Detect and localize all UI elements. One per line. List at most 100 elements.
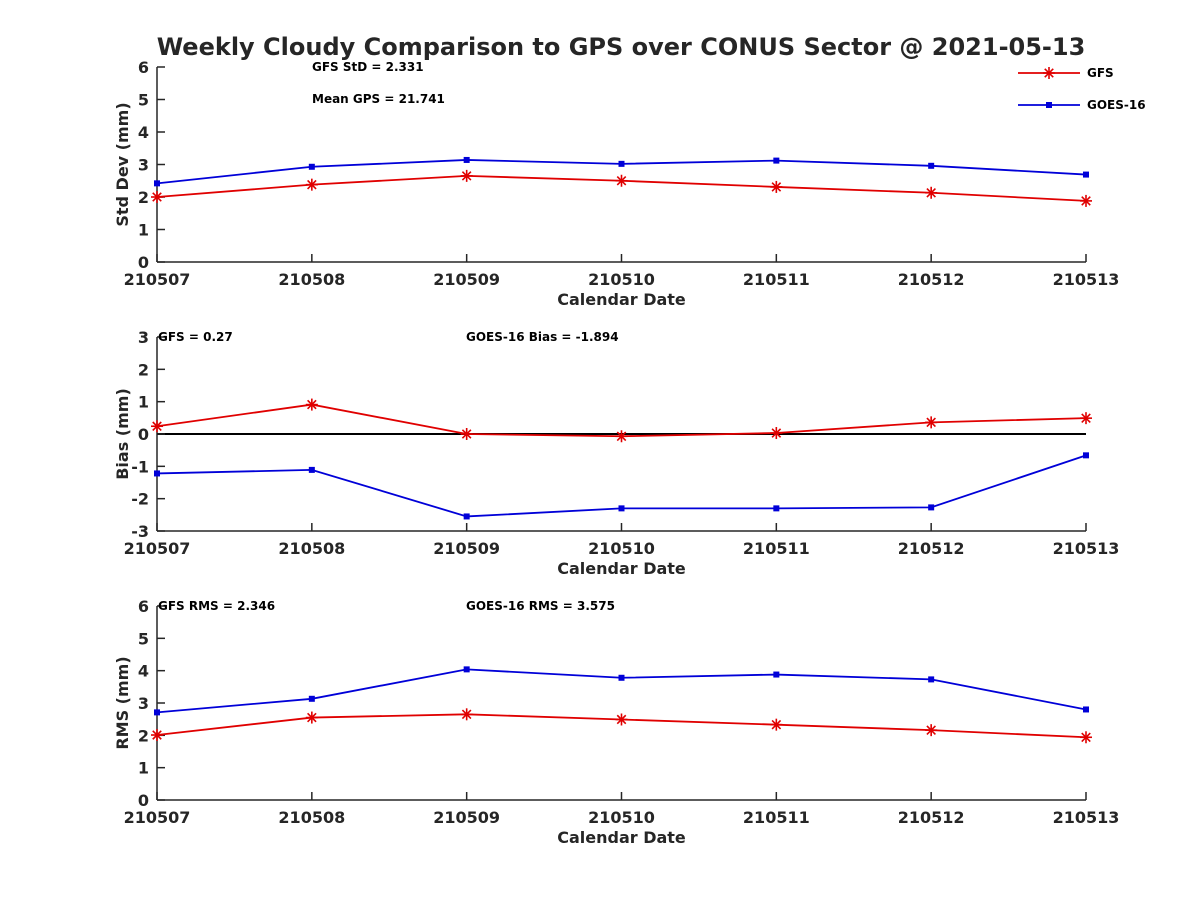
x-tick-label: 210509 <box>433 539 500 558</box>
series-gfs <box>151 169 1092 207</box>
series-gfs <box>151 708 1092 744</box>
legend-label: GOES-16 <box>1087 98 1146 112</box>
data-point <box>308 466 315 473</box>
series-goes-16 <box>154 666 1089 716</box>
data-point <box>925 186 938 199</box>
data-point <box>308 163 315 170</box>
series-goes-16 <box>154 452 1089 520</box>
stat-annotation: GFS = 0.27 <box>158 330 233 344</box>
data-point <box>305 178 318 191</box>
data-point <box>618 160 625 167</box>
x-tick-label: 210510 <box>588 539 655 558</box>
data-point <box>1083 706 1089 713</box>
data-point <box>460 169 473 182</box>
y-axis-label: Bias (mm) <box>113 388 132 480</box>
data-point <box>615 713 628 726</box>
legend-marker <box>1046 102 1052 108</box>
legend: GFS GOES-16 <box>1018 66 1146 112</box>
stat-annotation: GOES-16 Bias = -1.894 <box>466 330 619 344</box>
stat-annotation: GFS RMS = 2.346 <box>158 599 275 613</box>
x-tick-label: 210508 <box>278 808 345 827</box>
data-point <box>773 505 780 512</box>
y-tick-label: 1 <box>138 393 149 412</box>
data-point <box>151 191 163 203</box>
data-point <box>463 513 470 520</box>
data-point <box>154 470 160 477</box>
x-tick-label: 210508 <box>278 539 345 558</box>
y-tick-label: 4 <box>138 123 149 142</box>
data-point <box>460 708 473 721</box>
y-axis-label: RMS (mm) <box>113 656 132 749</box>
data-point <box>770 180 783 193</box>
legend-entry: GOES-16 <box>1018 98 1146 112</box>
legend-marker <box>1043 67 1055 79</box>
y-tick-label: 3 <box>138 328 149 347</box>
x-tick-label: 210507 <box>124 808 191 827</box>
data-point <box>925 724 938 737</box>
x-tick-label: 210507 <box>124 270 191 289</box>
data-point <box>151 420 163 433</box>
y-tick-label: 1 <box>138 759 149 778</box>
data-point <box>154 180 160 187</box>
y-tick-label: 0 <box>138 253 149 272</box>
x-tick-label: 210511 <box>743 270 810 289</box>
data-point <box>305 398 318 411</box>
data-point <box>460 428 473 440</box>
x-tick-label: 210512 <box>898 808 965 827</box>
x-tick-label: 210508 <box>278 270 345 289</box>
x-axis-label: Calendar Date <box>557 828 686 847</box>
y-tick-label: 5 <box>138 91 149 110</box>
data-point <box>925 416 938 429</box>
x-tick-label: 210511 <box>743 808 810 827</box>
x-tick-label: 210512 <box>898 539 965 558</box>
x-axis-label: Calendar Date <box>557 559 686 578</box>
x-tick-label: 210509 <box>433 270 500 289</box>
y-tick-label: -3 <box>131 522 149 541</box>
x-tick-label: 210513 <box>1053 539 1120 558</box>
stat-annotation: GOES-16 RMS = 3.575 <box>466 599 615 613</box>
chart-title: Weekly Cloudy Comparison to GPS over CON… <box>157 33 1086 61</box>
y-tick-label: 1 <box>138 221 149 240</box>
y-tick-label: 4 <box>138 662 149 681</box>
data-point <box>1083 171 1089 178</box>
data-point <box>770 427 783 440</box>
x-tick-label: 210510 <box>588 808 655 827</box>
x-tick-label: 210507 <box>124 539 191 558</box>
data-point <box>928 162 935 169</box>
data-point <box>1080 731 1092 744</box>
data-point <box>773 157 780 164</box>
panel-3: 0 1 2 3 4 5 6 210507 210508 210509 210510 210511 210… <box>113 597 1119 847</box>
x-tick-label: 210512 <box>898 270 965 289</box>
data-point <box>615 174 628 187</box>
data-point <box>928 504 935 511</box>
data-point <box>618 674 625 681</box>
stat-annotation: Mean GPS = 21.741 <box>312 92 445 106</box>
data-point <box>463 156 470 163</box>
x-tick-label: 210513 <box>1053 270 1120 289</box>
series-goes-16 <box>154 156 1089 187</box>
data-point <box>463 666 470 673</box>
y-tick-label: 0 <box>138 425 149 444</box>
data-point <box>1080 194 1092 207</box>
data-point <box>773 671 780 678</box>
y-tick-label: 0 <box>138 791 149 810</box>
x-tick-label: 210509 <box>433 808 500 827</box>
panel-1: 0 1 2 3 4 5 6 210507 210508 210509 210510 210511 210… <box>113 58 1119 309</box>
data-point <box>1083 452 1089 459</box>
data-point <box>305 711 318 724</box>
series-gfs <box>151 398 1092 443</box>
y-tick-label: -1 <box>131 457 149 476</box>
panel-2: -3 -2 -1 0 1 2 3 210507 210508 210509 210510 210511… <box>113 328 1119 578</box>
y-axis-label: Std Dev (mm) <box>113 102 132 226</box>
data-point <box>770 718 783 731</box>
y-tick-label: 2 <box>138 360 149 379</box>
data-point <box>151 729 163 742</box>
legend-label: GFS <box>1087 66 1114 80</box>
y-tick-label: 3 <box>138 156 149 175</box>
y-tick-label: 2 <box>138 726 149 745</box>
y-tick-label: -2 <box>131 490 149 509</box>
y-tick-label: 5 <box>138 629 149 648</box>
y-tick-label: 6 <box>138 597 149 616</box>
x-axis-label: Calendar Date <box>557 290 686 309</box>
data-point <box>615 430 628 443</box>
